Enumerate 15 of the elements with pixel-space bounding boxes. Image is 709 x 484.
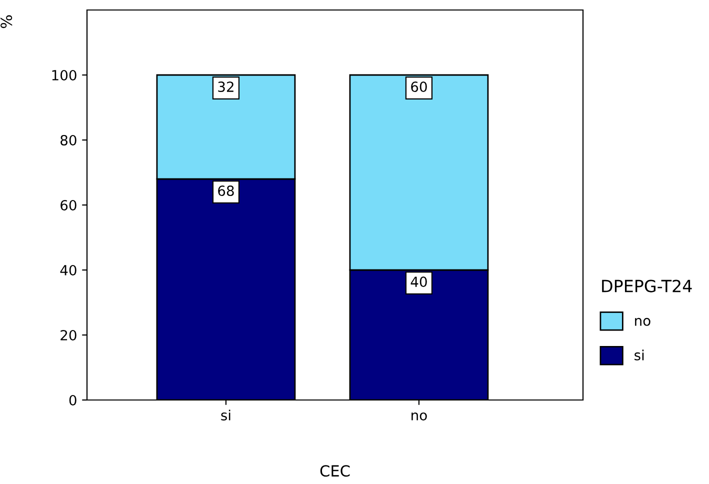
y-axis-title: % — [0, 15, 12, 28]
x-axis-title: CEC — [320, 465, 350, 477]
y-tick-label: 80 — [60, 134, 76, 146]
data-label: 32 — [218, 82, 234, 92]
data-label: 40 — [410, 276, 427, 288]
data-label: 68 — [218, 186, 234, 196]
legend-label: no — [635, 318, 650, 326]
legend-title: DPEPG-T24 — [602, 280, 692, 292]
data-label: 60 — [411, 82, 427, 92]
y-tick-label: 100 — [52, 70, 76, 80]
y-tick-label: 60 — [60, 200, 76, 210]
y-tick-label: 0 — [69, 394, 76, 406]
y-tick-label: 40 — [60, 264, 76, 276]
y-tick-label: 20 — [60, 330, 76, 340]
legend-label: si — [634, 350, 644, 360]
